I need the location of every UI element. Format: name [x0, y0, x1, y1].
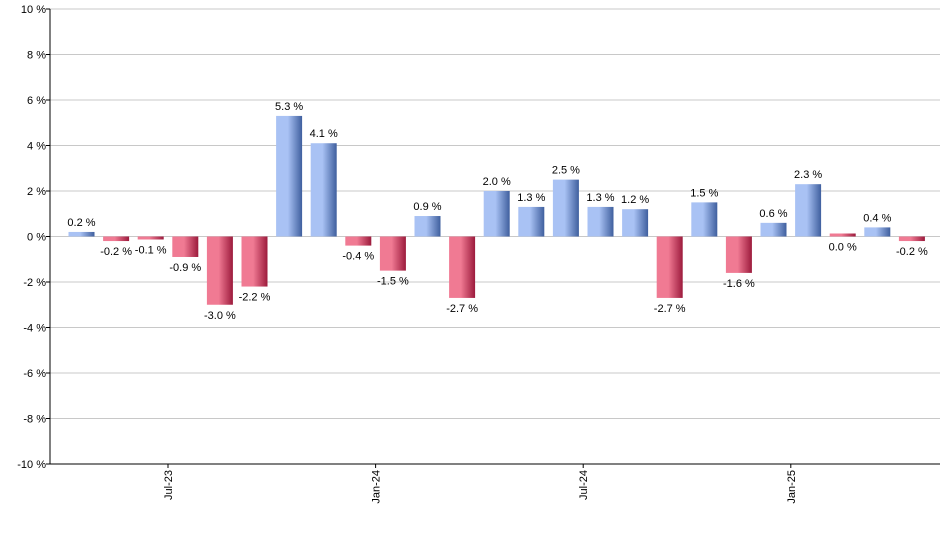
axes	[46, 8, 940, 468]
data-label: -0.2 %	[896, 246, 928, 258]
y-tick-label: 0 %	[27, 232, 46, 244]
bar	[864, 227, 891, 237]
y-tick-labels: 10 % 8 % 6 % 4 % 2 % 0 % -2 % -4 % -6 % -8 % -10 %	[17, 4, 46, 471]
bar	[414, 216, 441, 237]
data-label: 2.5 %	[552, 165, 580, 177]
bar	[379, 236, 406, 271]
data-label: 1.5 %	[690, 187, 718, 199]
y-tick-label: -4 %	[23, 323, 46, 335]
bar	[795, 184, 822, 237]
data-label: -2.7 %	[446, 303, 478, 315]
x-tick-labels: Jul-23 Jan-24 Jul-24 Jan-25	[163, 470, 798, 504]
y-tick-label: -8 %	[23, 414, 46, 426]
bar	[206, 236, 233, 305]
bar	[241, 236, 268, 287]
bar	[103, 236, 130, 242]
bar	[345, 236, 372, 246]
data-label: 0.2 %	[67, 217, 95, 229]
data-label: 2.3 %	[794, 169, 822, 181]
y-tick-label: 6 %	[27, 95, 46, 107]
bar	[587, 206, 614, 237]
data-label: -0.2 %	[100, 246, 132, 258]
data-label: -0.4 %	[342, 251, 374, 263]
y-tick-label: 8 %	[27, 50, 46, 62]
y-tick-label: -2 %	[23, 277, 46, 289]
data-label: 5.3 %	[275, 101, 303, 113]
bar	[449, 236, 476, 298]
data-label: 1.3 %	[586, 192, 614, 204]
data-label: 4.1 %	[310, 128, 338, 140]
data-label: 0.0 %	[829, 242, 857, 254]
data-label: -3.0 %	[204, 310, 236, 322]
y-tick-label: 2 %	[27, 186, 46, 198]
x-tick-label: Jan-24	[371, 470, 383, 504]
y-tick-label: -6 %	[23, 368, 46, 380]
y-tick-label: 10 %	[21, 4, 46, 16]
bar	[760, 222, 787, 237]
bar	[137, 236, 164, 240]
bars	[68, 115, 925, 305]
y-tick-label: -10 %	[17, 459, 46, 471]
x-tick-label: Jan-25	[786, 470, 798, 504]
data-label: 0.9 %	[413, 201, 441, 213]
data-label: 0.6 %	[759, 208, 787, 220]
bar	[310, 143, 337, 237]
data-label: 0.4 %	[863, 212, 891, 224]
data-label: -0.1 %	[135, 245, 167, 257]
bar	[276, 115, 303, 237]
bar	[691, 202, 718, 237]
x-tick-label: Jul-23	[163, 470, 175, 500]
data-label: -0.9 %	[169, 262, 201, 274]
data-label: -2.2 %	[239, 292, 271, 304]
bar	[622, 209, 649, 237]
data-label: -2.7 %	[654, 303, 686, 315]
bar	[552, 179, 579, 237]
data-label: 2.0 %	[483, 176, 511, 188]
data-label: 1.2 %	[621, 194, 649, 206]
data-labels: 0.2 %-0.2 % -0.1 %-0.9 %-3.0 %-2.2 %5.3 %…	[67, 101, 928, 322]
x-tick-label: Jul-24	[578, 470, 590, 500]
bar	[829, 233, 856, 237]
data-label: 1.3 %	[517, 192, 545, 204]
data-label: -1.6 %	[723, 278, 755, 290]
bar	[68, 231, 95, 237]
bar	[898, 236, 925, 242]
bar	[483, 191, 510, 237]
data-label: -1.5 %	[377, 276, 409, 288]
bar	[518, 206, 545, 237]
y-tick-label: 4 %	[27, 141, 46, 153]
bar	[725, 236, 752, 273]
bar	[656, 236, 683, 298]
bar	[172, 236, 199, 257]
